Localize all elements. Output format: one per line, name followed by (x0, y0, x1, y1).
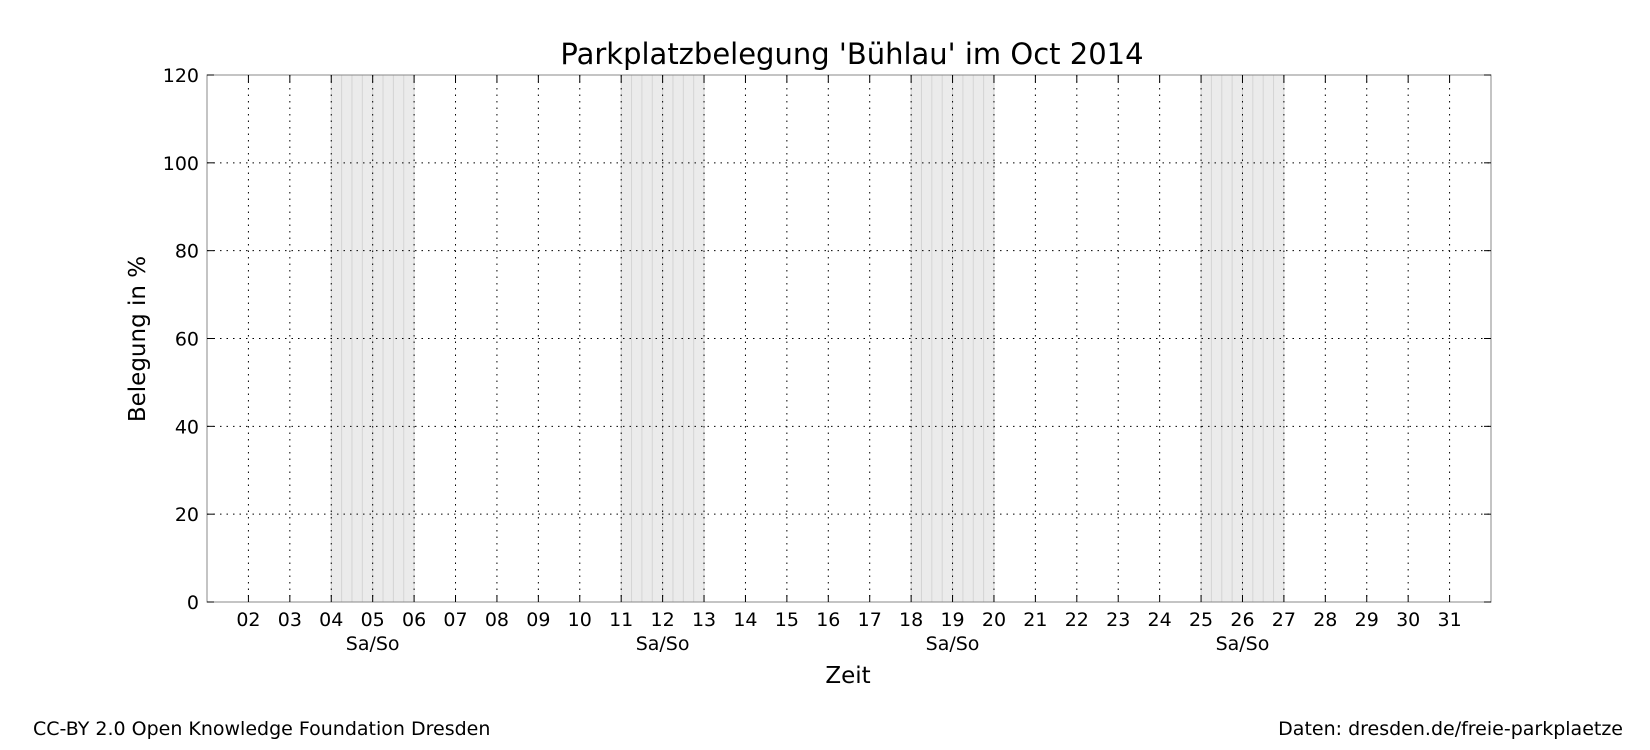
x-tick-label: 11 (609, 609, 633, 631)
x-tick-label: 16 (816, 609, 840, 631)
x-tick-label: 02 (236, 609, 260, 631)
y-tick-label: 20 (175, 504, 199, 526)
x-tick-label: 28 (1313, 609, 1337, 631)
x-tick-label: 20 (982, 609, 1006, 631)
x-tick-label: 03 (278, 609, 302, 631)
y-tick-label: 0 (187, 592, 199, 614)
x-axis: Sa/So Sa/So Sa/So Sa/So 02 03 04 05 06 07 08 09 10 11… (236, 75, 1462, 655)
x-tick-label: 07 (443, 609, 467, 631)
license-note: CC-BY 2.0 Open Knowledge Foundation Dres… (33, 718, 491, 740)
x-tick-label: 17 (858, 609, 882, 631)
y-tick-label: 60 (175, 329, 199, 351)
x-tick-label: 10 (568, 609, 592, 631)
y-axis: 0 20 40 60 80 100 120 (163, 65, 1491, 614)
x-tick-label: 09 (526, 609, 550, 631)
data-source-note: Daten: dresden.de/freie-parkplaetze (1278, 718, 1623, 740)
x-tick-label: 31 (1437, 609, 1461, 631)
x-tick-label: 06 (402, 609, 426, 631)
x-tick-label: 24 (1148, 609, 1172, 631)
x-tick-label: 25 (1189, 609, 1213, 631)
weekend-label: Sa/So (636, 633, 690, 655)
x-tick-label: 23 (1106, 609, 1130, 631)
x-tick-label: 30 (1396, 609, 1420, 631)
y-tick-label: 80 (175, 241, 199, 263)
x-tick-label: 26 (1230, 609, 1254, 631)
x-tick-label: 14 (733, 609, 757, 631)
chart-title: Parkplatzbelegung 'Bühlau' im Oct 2014 (560, 37, 1143, 71)
x-tick-label: 29 (1355, 609, 1379, 631)
x-tick-label: 18 (899, 609, 923, 631)
x-tick-label: 12 (651, 609, 675, 631)
x-tick-label: 13 (692, 609, 716, 631)
weekend-label: Sa/So (926, 633, 980, 655)
y-tick-label: 40 (175, 416, 199, 438)
x-tick-label: 27 (1272, 609, 1296, 631)
x-tick-label: 19 (940, 609, 964, 631)
x-tick-label: 04 (319, 609, 343, 631)
x-tick-label: 05 (361, 609, 385, 631)
x-tick-label: 08 (485, 609, 509, 631)
weekend-label: Sa/So (1216, 633, 1270, 655)
x-axis-label: Zeit (825, 663, 870, 689)
x-tick-label: 22 (1065, 609, 1089, 631)
y-axis-label: Belegung in % (125, 256, 151, 422)
y-tick-label: 100 (163, 153, 199, 175)
x-tick-label: 21 (1023, 609, 1047, 631)
weekend-label: Sa/So (346, 633, 400, 655)
y-tick-label: 120 (163, 65, 199, 87)
x-tick-label: 15 (775, 609, 799, 631)
